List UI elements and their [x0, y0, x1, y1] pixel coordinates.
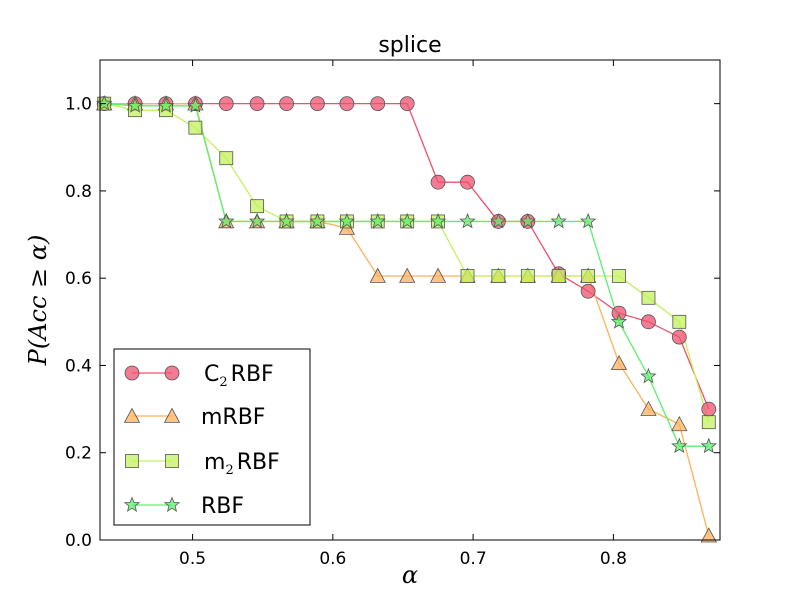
- data-point-C2RBF: [310, 96, 325, 112]
- legend-label-main: m: [204, 450, 225, 475]
- x-tick-label: 0.5: [179, 549, 206, 569]
- data-point-C2RBF: [249, 96, 265, 112]
- data-point-mRBF: [399, 267, 416, 283]
- legend-label-rest: RBF: [231, 362, 274, 387]
- legend-label-main: RBF: [201, 494, 244, 519]
- data-point-RBF: [490, 212, 507, 229]
- y-tick-label: 1.0: [65, 95, 92, 115]
- data-point-m2RBF: [612, 269, 626, 283]
- y-tick-label: 0.4: [65, 356, 92, 376]
- data-point-RBF: [218, 212, 235, 229]
- data-point-C2RBF: [399, 96, 415, 112]
- data-point-C2RBF: [218, 96, 234, 112]
- data-point-RBF: [700, 437, 717, 454]
- data-point-m2RBF: [520, 269, 535, 283]
- legend-marker-mRBF: [163, 407, 181, 423]
- data-point-mRBF: [640, 400, 657, 416]
- legend-marker-mRBF: [123, 407, 141, 423]
- data-point-RBF: [96, 95, 113, 111]
- data-point-mRBF: [671, 416, 688, 432]
- legend-label-mRBF: mRBF: [201, 405, 265, 430]
- data-point-m2RBF: [641, 290, 656, 305]
- data-point-RBF: [640, 367, 657, 384]
- data-point-mRBF: [700, 527, 717, 543]
- legend-label-main: mRBF: [201, 405, 265, 430]
- legend-box: [113, 348, 311, 526]
- data-point-m2RBF: [581, 269, 596, 283]
- data-point-C2RBF: [671, 329, 687, 345]
- data-point-RBF: [519, 212, 537, 229]
- data-point-C2RBF: [370, 96, 386, 112]
- data-point-RBF: [338, 212, 356, 229]
- legend-label-RBF: RBF: [201, 494, 244, 519]
- data-point-m2RBF: [672, 314, 687, 329]
- data-point-RBF: [398, 212, 416, 229]
- ticks-layer: 0.5 0.6 0.7 0.8 0.0 0.2 0.4 0.6 0.8 1.0: [65, 60, 720, 569]
- legend-label-main: C: [204, 362, 219, 387]
- y-tick-label: 0.8: [65, 182, 92, 202]
- y-tick-label: 0.0: [65, 531, 92, 551]
- legend-marker-m2RBF: [165, 454, 179, 468]
- data-point-m2RBF: [491, 269, 506, 283]
- data-point-m2RBF: [551, 269, 566, 283]
- legend-label-rest: RBF: [237, 450, 280, 475]
- data-point-m2RBF: [460, 269, 475, 283]
- data-point-RBF: [610, 313, 628, 329]
- y-tick-label: 0.6: [65, 269, 92, 289]
- data-point-RBF: [429, 212, 447, 229]
- data-point-mRBF: [610, 354, 628, 371]
- plot-frame: [99, 59, 721, 541]
- data-point-RBF: [579, 212, 597, 229]
- x-tick-label: 0.7: [460, 549, 487, 569]
- x-axis-label: α: [402, 561, 418, 589]
- data-point-RBF: [369, 212, 386, 229]
- legend-marker-RBF: [123, 496, 141, 512]
- data-point-C2RBF: [580, 283, 596, 299]
- y-axis-label: P(Acc ≥ α): [24, 235, 52, 367]
- data-point-m2RBF: [188, 120, 203, 135]
- legend-marker-C2RBF: [124, 365, 140, 381]
- chart-title: splice: [378, 33, 441, 58]
- legend-marker-m2RBF: [125, 454, 139, 468]
- data-point-RBF: [550, 212, 567, 229]
- data-point-C2RBF: [339, 96, 355, 112]
- legend-label-C2RBF: C2 RBF: [204, 362, 274, 390]
- data-point-C2RBF: [279, 96, 294, 112]
- data-point-RBF: [671, 437, 688, 454]
- legend-marker-C2RBF: [164, 365, 180, 381]
- data-point-RBF: [187, 97, 204, 113]
- x-tick-label: 0.8: [600, 549, 627, 569]
- data-point-C2RBF: [701, 401, 717, 417]
- data-point-C2RBF: [641, 314, 656, 330]
- data-point-m2RBF: [701, 415, 716, 430]
- legend-marker-RBF: [163, 496, 181, 512]
- data-point-RBF: [309, 212, 326, 229]
- data-point-mRBF: [369, 267, 386, 283]
- legend-label-subscript: 2: [219, 375, 227, 390]
- legend-label-m2RBF: m2 RBF: [204, 450, 280, 478]
- data-point-mRBF: [429, 267, 447, 283]
- y-tick-label: 0.2: [65, 444, 92, 464]
- series-layer: [96, 95, 717, 543]
- data-point-m2RBF: [219, 151, 234, 166]
- data-point-C2RBF: [460, 174, 475, 190]
- x-tick-label: 0.6: [319, 549, 346, 569]
- legend-label-subscript: 2: [225, 463, 233, 478]
- data-point-RBF: [459, 212, 476, 229]
- data-point-RBF: [278, 212, 295, 229]
- data-point-C2RBF: [430, 174, 446, 190]
- data-point-m2RBF: [250, 199, 265, 214]
- data-point-RBF: [157, 97, 175, 113]
- data-point-RBF: [126, 97, 144, 113]
- data-point-RBF: [248, 212, 266, 229]
